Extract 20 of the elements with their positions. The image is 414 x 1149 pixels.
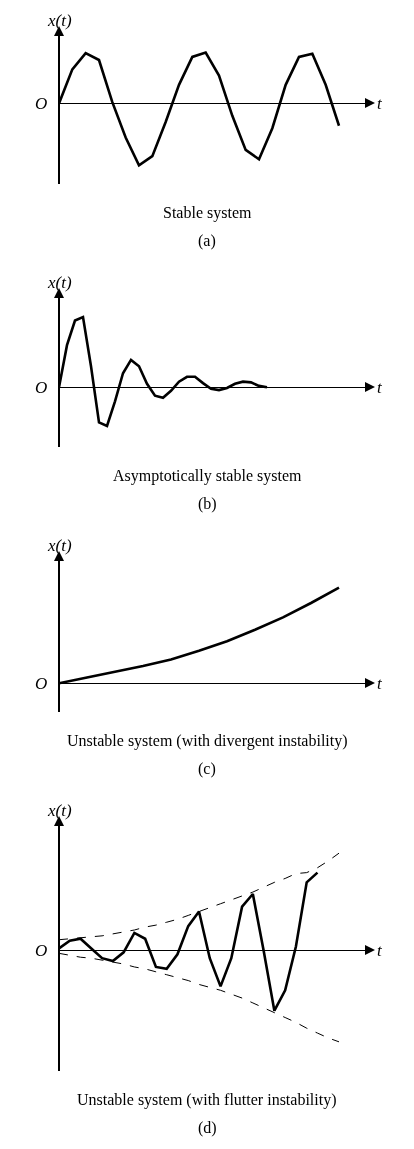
x-axis-title: t — [377, 941, 383, 960]
x-axis-title: t — [377, 94, 383, 113]
text: Stable system — [163, 204, 252, 222]
text: Unstable system (with divergent instability) — [67, 732, 348, 750]
text: O — [35, 941, 48, 960]
text: Asymptotically stable system — [113, 467, 302, 485]
text: (c) — [198, 760, 216, 778]
y-axis-title: x(t) — [47, 11, 72, 30]
text: O — [35, 94, 48, 113]
text: (d) — [198, 1119, 217, 1137]
x-axis-title: t — [377, 674, 383, 693]
text: Unstable system (with flutter instability) — [77, 1091, 337, 1109]
text: (a) — [198, 232, 216, 250]
y-axis-title: x(t) — [47, 536, 72, 555]
y-axis-title: x(t) — [47, 273, 72, 292]
text: O — [35, 378, 48, 397]
text: O — [35, 674, 48, 693]
text: (b) — [198, 495, 217, 513]
x-axis-title: t — [377, 378, 383, 397]
y-axis-title: x(t) — [47, 801, 72, 820]
